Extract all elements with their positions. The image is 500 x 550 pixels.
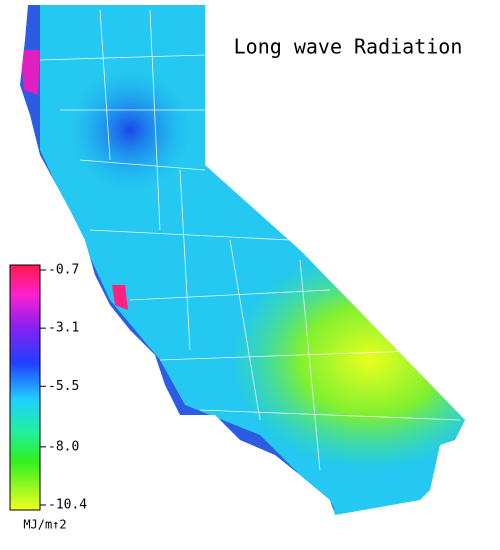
colorbar bbox=[9, 264, 41, 511]
colorbar-tick-label: -3.1 bbox=[48, 321, 79, 336]
colorbar-tick-label: -0.7 bbox=[48, 263, 79, 278]
colorbar-tick-label: -5.5 bbox=[48, 379, 79, 394]
colorbar-tick-label: -10.4 bbox=[48, 498, 87, 513]
colorbar-ticks: -0.7 -3.1 -5.5 -8.0 -10.4 bbox=[40, 263, 87, 513]
colorbar-unit: MJ/m↑2 bbox=[23, 518, 66, 532]
map-title: Long wave Radiation bbox=[234, 35, 463, 59]
colorbar-tick-label: -8.0 bbox=[48, 439, 79, 454]
